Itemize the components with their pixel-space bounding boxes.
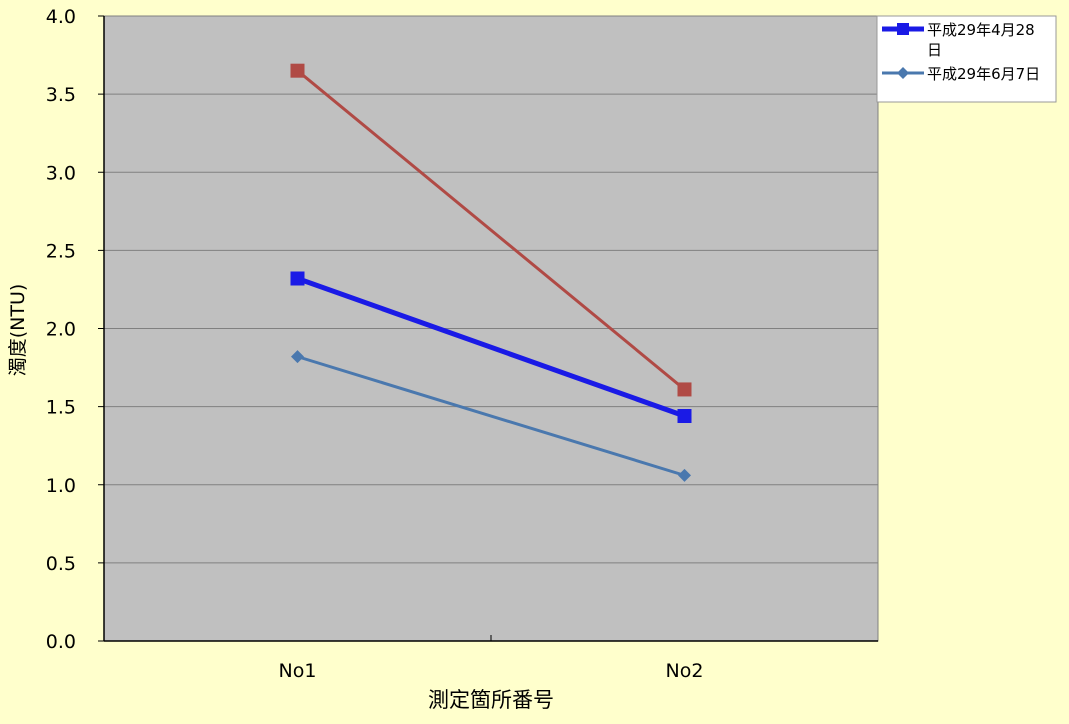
y-tick-label: 2.5 bbox=[46, 240, 76, 262]
legend-marker bbox=[897, 23, 909, 35]
y-tick-label: 3.0 bbox=[46, 162, 76, 184]
data-point bbox=[678, 409, 692, 423]
data-point bbox=[291, 64, 305, 78]
x-tick-label: No1 bbox=[279, 660, 317, 682]
y-axis-title: 濁度(NTU) bbox=[7, 284, 29, 377]
x-tick-labels: No1 No2 bbox=[279, 660, 704, 682]
x-tick-label: No2 bbox=[666, 660, 704, 682]
y-tick-labels: 0.0 0.5 1.0 1.5 2.0 2.5 3.0 3.5 4.0 bbox=[46, 6, 76, 653]
y-tick-label: 0.0 bbox=[46, 631, 76, 653]
y-tick-label: 2.0 bbox=[46, 319, 76, 341]
data-point bbox=[678, 382, 692, 396]
y-tick-label: 3.5 bbox=[46, 84, 76, 106]
y-tick-label: 1.0 bbox=[46, 475, 76, 497]
x-axis-title: 測定箇所番号 bbox=[428, 688, 554, 712]
y-tick-label: 4.0 bbox=[46, 6, 76, 28]
data-point bbox=[291, 272, 305, 286]
legend-label: 平成29年6月7日 bbox=[927, 65, 1040, 83]
y-tick-label: 1.5 bbox=[46, 397, 76, 419]
y-tick-label: 0.5 bbox=[46, 553, 76, 575]
